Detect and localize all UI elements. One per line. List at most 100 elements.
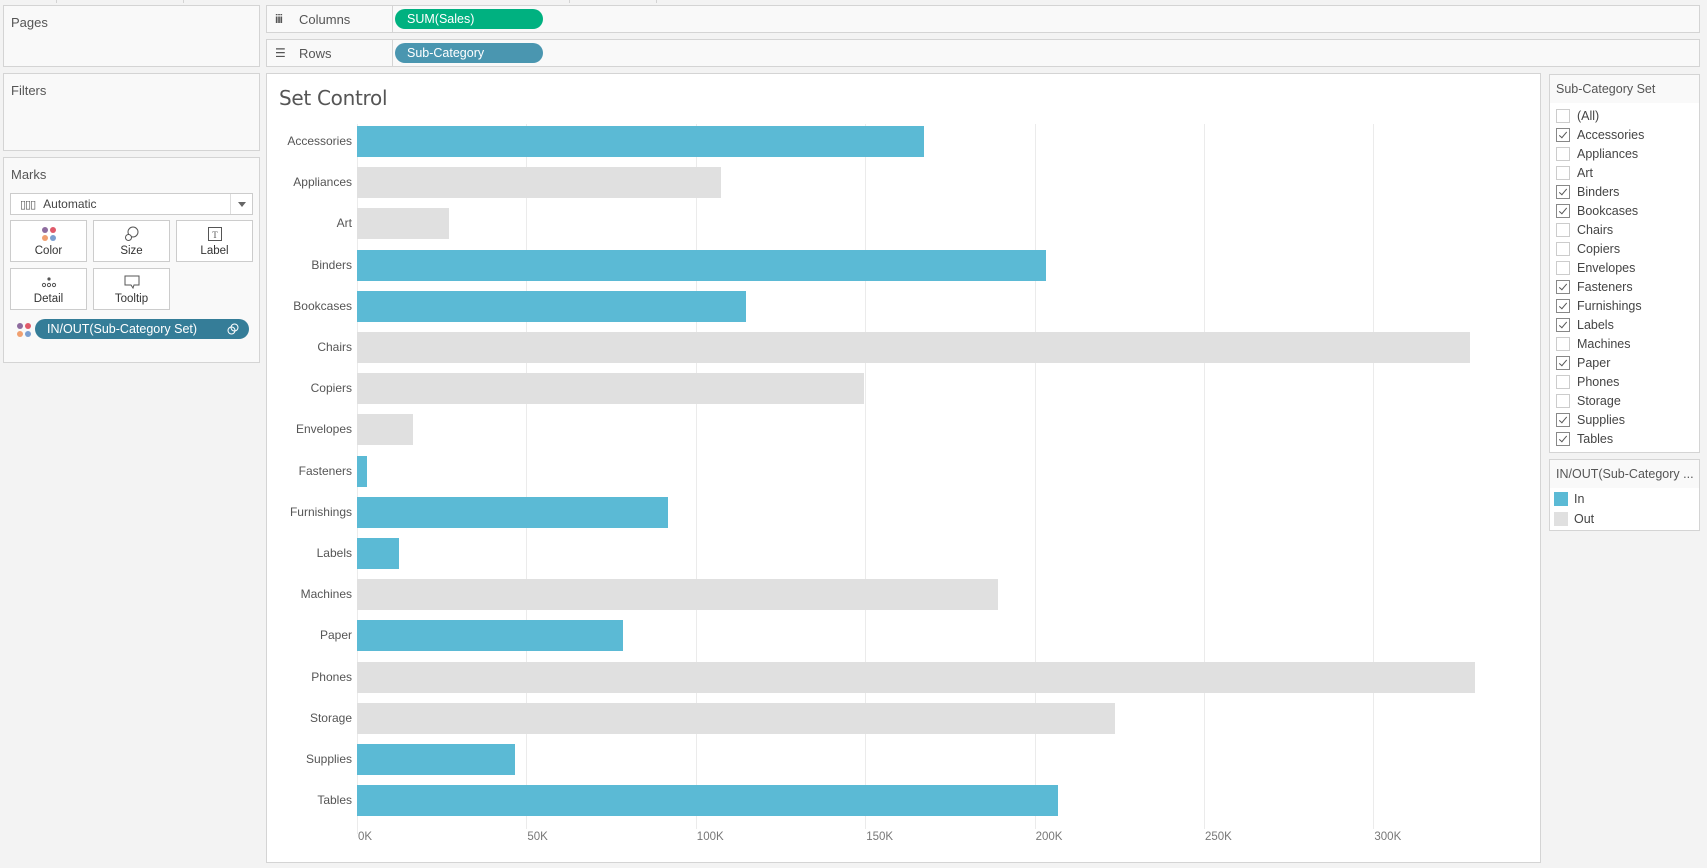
set-item[interactable]: Phones — [1556, 372, 1619, 391]
legend-item-out[interactable]: Out — [1554, 509, 1594, 528]
row-header[interactable]: Fasteners — [298, 463, 352, 478]
set-item[interactable]: (All) — [1556, 106, 1599, 125]
bar-machines[interactable] — [357, 579, 999, 611]
bar-fasteners[interactable] — [357, 455, 368, 487]
row-header[interactable]: Art — [336, 216, 352, 231]
row-header[interactable]: Tables — [317, 793, 352, 808]
legend-swatch — [1554, 491, 1568, 506]
checkbox[interactable] — [1556, 431, 1570, 446]
columns-shelf[interactable]: iii Columns SUM(Sales) — [266, 5, 1700, 33]
checkbox[interactable] — [1556, 146, 1570, 161]
gridline — [1034, 124, 1036, 829]
color-button[interactable]: Color — [10, 220, 87, 262]
row-header[interactable]: Furnishings — [289, 504, 352, 519]
checkbox[interactable] — [1556, 260, 1570, 275]
set-item[interactable]: Accessories — [1556, 125, 1644, 144]
checkbox[interactable] — [1556, 393, 1570, 408]
set-item[interactable]: Paper — [1556, 353, 1610, 372]
checkbox[interactable] — [1556, 241, 1570, 256]
checkbox[interactable] — [1556, 374, 1570, 389]
set-item[interactable]: Machines — [1556, 334, 1631, 353]
checkbox[interactable] — [1556, 108, 1570, 123]
x-axis-tick: 150K — [866, 831, 894, 843]
row-header[interactable]: Phones — [311, 669, 352, 684]
bar-bookcases[interactable] — [357, 290, 747, 322]
checkbox[interactable] — [1556, 298, 1570, 313]
checkbox[interactable] — [1556, 184, 1570, 199]
checkbox[interactable] — [1556, 203, 1570, 218]
checkbox[interactable] — [1556, 336, 1570, 351]
bar-art[interactable] — [357, 208, 449, 240]
row-header[interactable]: Binders — [311, 257, 352, 272]
row-header[interactable]: Appliances — [293, 175, 352, 190]
bar-storage[interactable] — [357, 702, 1116, 734]
row-header[interactable]: Bookcases — [293, 298, 352, 313]
bar-chairs[interactable] — [357, 332, 1470, 363]
set-item[interactable]: Binders — [1556, 182, 1619, 201]
gridline — [526, 124, 528, 829]
set-item[interactable]: Supplies — [1556, 410, 1625, 429]
detail-button[interactable]: Detail — [10, 268, 87, 310]
set-item[interactable]: Art — [1556, 163, 1593, 182]
row-header[interactable]: Labels — [316, 546, 352, 560]
bar-binders[interactable] — [357, 249, 1047, 281]
row-header[interactable]: Accessories — [287, 134, 352, 148]
checkbox[interactable] — [1556, 412, 1570, 427]
row-header[interactable]: Copiers — [310, 381, 352, 396]
set-item-label: Furnishings — [1577, 298, 1642, 313]
checkbox[interactable] — [1556, 355, 1570, 370]
legend-item-in[interactable]: In — [1554, 489, 1584, 508]
bar-envelopes[interactable] — [357, 414, 413, 446]
tooltip-label: Tooltip — [114, 293, 149, 305]
set-item[interactable]: Labels — [1556, 315, 1614, 334]
row-header[interactable]: Paper — [319, 628, 352, 643]
set-item[interactable]: Furnishings — [1556, 296, 1642, 315]
bar-supplies[interactable] — [357, 744, 516, 775]
bar-labels[interactable] — [357, 538, 400, 569]
tooltip-button[interactable]: Tooltip — [93, 268, 170, 310]
set-color-pill[interactable]: IN/OUT(Sub-Category Set) — [35, 319, 249, 339]
bar-phones[interactable] — [357, 661, 1476, 693]
checkbox[interactable] — [1556, 317, 1570, 332]
row-header[interactable]: Machines — [300, 587, 352, 602]
row-header[interactable]: Envelopes — [295, 422, 352, 437]
set-item-label: Fasteners — [1577, 279, 1633, 294]
row-header[interactable]: Chairs — [317, 340, 352, 354]
checkbox[interactable] — [1556, 222, 1570, 237]
label-button[interactable]: T Label — [176, 220, 253, 262]
set-item[interactable]: Appliances — [1556, 144, 1638, 163]
rows-icon: ☰ — [275, 46, 286, 60]
row-header[interactable]: Storage — [309, 710, 352, 725]
bar-accessories[interactable] — [357, 126, 925, 157]
chart-view[interactable]: Set Control 0K 50K 100K 150K 200K 250K 300K Acc… — [266, 73, 1541, 863]
rows-label: Rows — [299, 45, 332, 61]
set-item[interactable]: Envelopes — [1556, 258, 1635, 277]
bar-paper[interactable] — [357, 620, 623, 652]
bar-appliances[interactable] — [357, 167, 722, 199]
mark-type-dropdown[interactable]: ▯▯▯ Automatic — [10, 193, 253, 215]
row-header[interactable]: Supplies — [305, 752, 352, 766]
size-button[interactable]: Size — [93, 220, 170, 262]
sum-sales-pill[interactable]: SUM(Sales) — [395, 9, 543, 29]
bar-tables[interactable] — [357, 785, 1059, 817]
chevron-down-icon[interactable] — [230, 194, 252, 214]
x-axis-tick: 100K — [696, 831, 724, 843]
checkbox[interactable] — [1556, 279, 1570, 294]
sum-sales-pill-label: SUM(Sales) — [407, 12, 475, 26]
set-item[interactable]: Copiers — [1556, 239, 1620, 258]
bar-copiers[interactable] — [357, 373, 864, 405]
set-item-label: (All) — [1577, 108, 1600, 123]
set-item[interactable]: Bookcases — [1556, 201, 1638, 220]
set-item[interactable]: Storage — [1556, 391, 1621, 410]
sub-category-pill[interactable]: Sub-Category — [395, 43, 543, 63]
checkbox[interactable] — [1556, 127, 1570, 142]
set-item[interactable]: Chairs — [1556, 220, 1613, 239]
filters-shelf[interactable]: Filters — [3, 73, 260, 151]
set-item[interactable]: Fasteners — [1556, 277, 1633, 296]
rows-shelf[interactable]: ☰ Rows Sub-Category — [266, 39, 1700, 67]
bar-furnishings[interactable] — [357, 496, 668, 528]
checkbox[interactable] — [1556, 165, 1570, 180]
gridline — [1204, 124, 1205, 829]
set-item[interactable]: Tables — [1556, 429, 1613, 448]
pages-shelf[interactable]: Pages — [3, 5, 260, 67]
